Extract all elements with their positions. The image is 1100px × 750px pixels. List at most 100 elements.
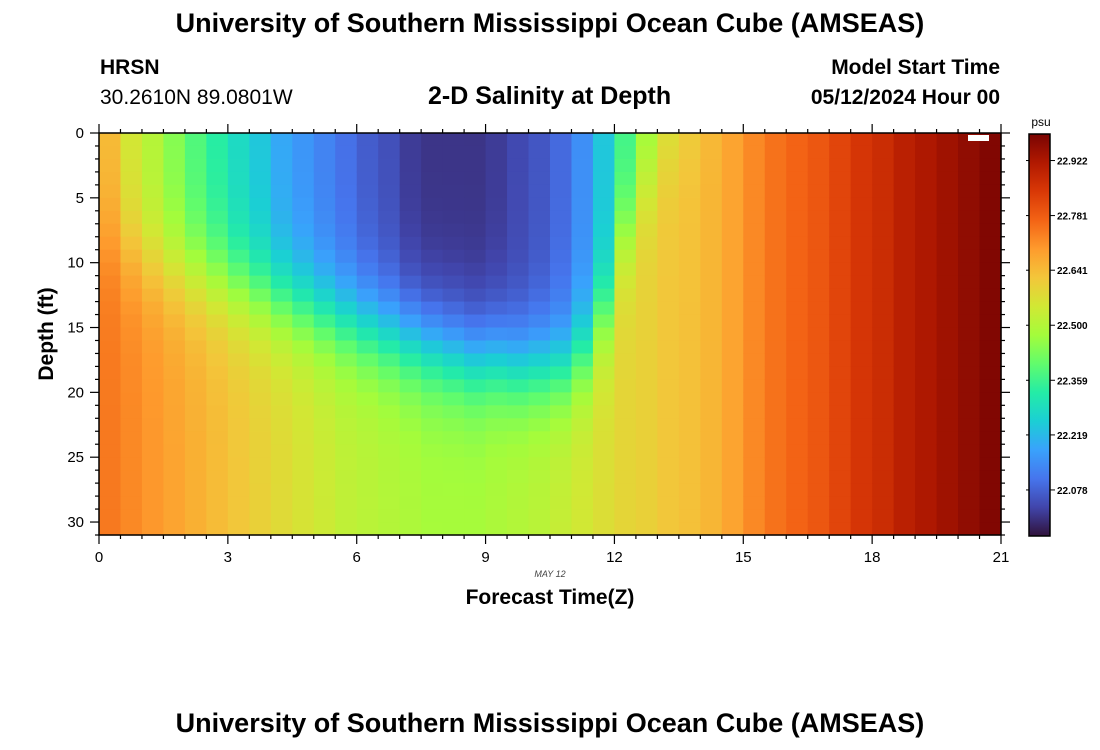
heatmap-cell xyxy=(979,340,1002,355)
heatmap-cell xyxy=(829,418,852,432)
heatmap-cell xyxy=(872,327,895,342)
heatmap-cell xyxy=(936,249,959,264)
heatmap-cell xyxy=(786,275,809,290)
heatmap-cell xyxy=(893,171,916,186)
heatmap-cell xyxy=(206,522,229,536)
heatmap-cell xyxy=(936,457,959,471)
heatmap-cell xyxy=(292,431,315,445)
heatmap-cell xyxy=(120,133,143,147)
heatmap-cell xyxy=(979,145,1002,160)
heatmap-cell xyxy=(184,379,207,393)
heatmap-cell xyxy=(850,509,873,523)
heatmap-cell xyxy=(313,392,336,406)
heatmap-cell xyxy=(592,133,616,147)
heatmap-cell xyxy=(550,379,573,393)
heatmap-cell xyxy=(313,366,336,380)
heatmap-cell xyxy=(249,262,272,277)
heatmap-cell xyxy=(721,509,744,523)
heatmap-cell xyxy=(786,301,809,316)
heatmap-cell xyxy=(99,379,122,393)
heatmap-cell xyxy=(464,301,487,316)
heatmap-cell xyxy=(421,327,444,342)
colorbar-tick-label: 22.359 xyxy=(1057,376,1088,387)
heatmap-cell xyxy=(485,133,508,147)
heatmap-cell xyxy=(721,301,744,316)
heatmap-cell xyxy=(592,431,616,445)
heatmap-cell xyxy=(614,327,637,342)
heatmap-cell xyxy=(721,366,744,380)
heatmap-cell xyxy=(270,353,293,368)
heatmap-cell xyxy=(678,340,701,355)
heatmap-cell xyxy=(657,223,680,238)
heatmap-cell xyxy=(550,405,573,419)
heatmap-cell xyxy=(936,210,959,225)
x-tick-label: 3 xyxy=(224,549,232,566)
heatmap-cell xyxy=(292,171,315,186)
heatmap-cell xyxy=(592,405,616,419)
heatmap-cell xyxy=(571,314,594,329)
heatmap-cell xyxy=(764,522,787,536)
heatmap-cell xyxy=(206,496,229,510)
heatmap-cell xyxy=(399,509,422,523)
heatmap-cell xyxy=(335,288,358,303)
heatmap-cell xyxy=(313,145,336,160)
heatmap-cell xyxy=(807,262,830,277)
heatmap-cell xyxy=(120,184,143,199)
heatmap-cell xyxy=(743,457,766,471)
heatmap-cell xyxy=(335,522,358,536)
heatmap-cell xyxy=(292,184,315,199)
heatmap-cell xyxy=(893,509,916,523)
heatmap-cell xyxy=(421,431,444,445)
heatmap-cell xyxy=(141,301,165,316)
heatmap-cell xyxy=(635,223,658,238)
heatmap-cell xyxy=(829,158,852,173)
heatmap-cell xyxy=(227,496,250,510)
heatmap-cell xyxy=(292,210,315,225)
heatmap-cell xyxy=(249,184,272,199)
heatmap-cell xyxy=(292,509,315,523)
heatmap-cell xyxy=(850,353,873,368)
heatmap-cell xyxy=(592,379,616,393)
heatmap-cell xyxy=(399,470,422,484)
heatmap-cell xyxy=(850,392,873,406)
heatmap-cell xyxy=(743,340,766,355)
heatmap-cell xyxy=(206,197,229,212)
heatmap-cell xyxy=(571,470,594,484)
heatmap-cell xyxy=(421,249,444,264)
heatmap-cell xyxy=(700,275,723,290)
heatmap-cell xyxy=(163,262,186,277)
heatmap-cell xyxy=(958,509,981,523)
heatmap-cell xyxy=(206,210,229,225)
heatmap-cell xyxy=(829,353,852,368)
heatmap-cell xyxy=(936,340,959,355)
heatmap-cell xyxy=(979,405,1002,419)
heatmap-cell xyxy=(829,470,852,484)
heatmap-cell xyxy=(893,340,916,355)
heatmap-cell xyxy=(141,483,165,497)
heatmap-cell xyxy=(958,327,981,342)
heatmap-cell xyxy=(120,418,143,432)
heatmap-cell xyxy=(378,145,401,160)
heatmap-cell xyxy=(184,236,207,251)
heatmap-cell xyxy=(356,431,379,445)
heatmap-cell xyxy=(829,444,852,458)
heatmap-cell xyxy=(184,444,207,458)
heatmap-cell xyxy=(657,262,680,277)
heatmap-cell xyxy=(227,275,250,290)
heatmap-cell xyxy=(850,327,873,342)
heatmap-cell xyxy=(936,184,959,199)
heatmap-cell xyxy=(786,418,809,432)
heatmap-cell xyxy=(893,262,916,277)
heatmap-cell xyxy=(915,145,938,160)
heatmap-cell xyxy=(464,314,487,329)
heatmap-cell xyxy=(356,158,379,173)
heatmap-cell xyxy=(227,184,250,199)
heatmap-cell xyxy=(893,301,916,316)
heatmap-cell xyxy=(807,236,830,251)
heatmap-cell xyxy=(120,327,143,342)
heatmap-cell xyxy=(635,262,658,277)
heatmap-cell xyxy=(829,262,852,277)
heatmap-cell xyxy=(442,210,465,225)
heatmap-cell xyxy=(635,327,658,342)
heatmap-cell xyxy=(528,418,551,432)
